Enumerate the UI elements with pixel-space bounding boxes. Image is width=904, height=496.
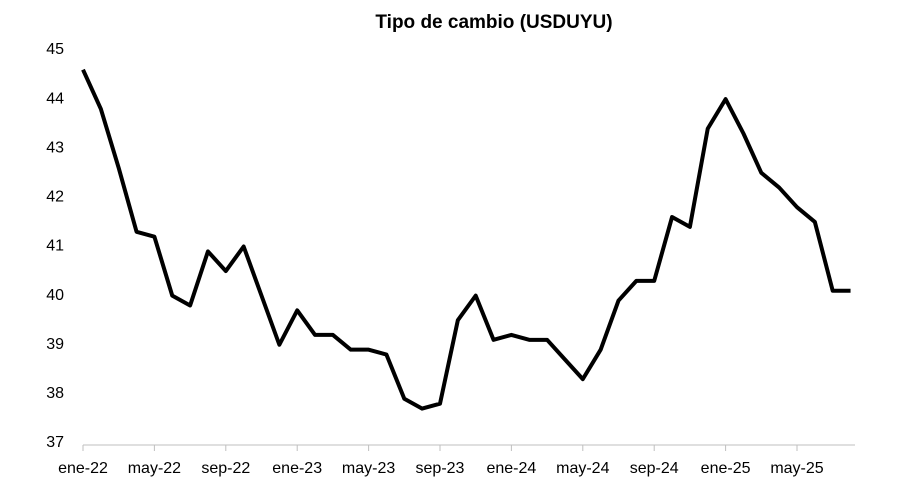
y-tick-label: 43 [46,139,64,156]
y-tick-label: 45 [46,41,64,58]
x-tick-label: sep-22 [201,460,250,477]
y-tick-label: 38 [46,385,64,402]
x-tick-label: ene-23 [272,460,322,477]
x-tick-label: may-22 [128,460,181,477]
x-tick-label: may-23 [342,460,395,477]
y-tick-label: 42 [46,189,64,206]
x-tick-label: sep-24 [630,460,679,477]
y-tick-label: 41 [46,238,64,255]
x-tick-label: sep-23 [416,460,465,477]
x-tick-label: ene-22 [58,460,108,477]
y-tick-label: 37 [46,434,64,451]
y-tick-label: 40 [46,287,64,304]
x-tick-label: ene-25 [701,460,751,477]
line [81,68,851,411]
y-tick-label: 39 [46,336,64,353]
x-tick-label: may-25 [770,460,823,477]
y-tick-label: 44 [46,90,64,107]
chart-title: Tipo de cambio (USDUYU) [375,12,612,33]
x-tick-label: may-24 [556,460,609,477]
x-tick-label: ene-24 [486,460,536,477]
